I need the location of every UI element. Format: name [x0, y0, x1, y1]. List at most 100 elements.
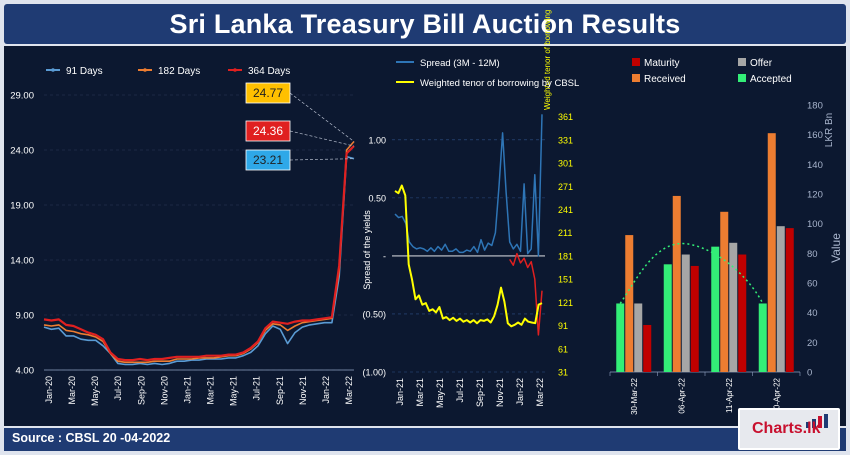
x-tick-label: Jan-21 — [182, 376, 192, 404]
legend-swatch — [632, 58, 640, 66]
x-tick-label: May-20 — [90, 376, 100, 406]
x-tick-label: Jan-21 — [395, 378, 405, 406]
legend-swatch — [632, 74, 640, 82]
legend-marker — [51, 68, 55, 72]
series-line-weighted-tenor-of-borrowing-by-cbsl — [394, 184, 543, 328]
y-tick-label: 120 — [807, 190, 823, 201]
yield-chart: 29.00 24.00 19.00 14.00 9.00 4.00 Jan-20 Mar-20… — [10, 66, 355, 406]
brand-text: Charts.lk — [752, 420, 821, 437]
y-tick-label: 140 — [807, 160, 823, 171]
y-right-tick-label: 181 — [558, 251, 573, 261]
x-category-label: 11-Apr-22 — [725, 377, 734, 413]
bar-received — [625, 235, 634, 372]
callout-box — [245, 120, 291, 142]
y-tick-label: 9.00 — [16, 311, 35, 322]
legend-label: Offer — [750, 58, 773, 69]
series-line-spread-3m-12m- — [394, 114, 543, 257]
x-tick-label: Nov-21 — [298, 376, 308, 405]
bar-offer — [681, 254, 690, 372]
y-tick-label: 0 — [807, 368, 812, 379]
y-left-tick-label: (0.50) — [362, 309, 386, 319]
x-tick-label: Sep-21 — [275, 376, 285, 405]
y-right-tick-label: 331 — [558, 135, 573, 145]
y-right-tick-label: 211 — [558, 228, 572, 238]
callout-box — [245, 82, 291, 104]
legend-label: Received — [644, 74, 686, 85]
bar-maturity — [785, 228, 794, 372]
x-tick-label: May-21 — [435, 378, 445, 408]
x-category-label: 20-Apr-22 — [772, 377, 781, 413]
legend-label-spread: Spread (3M - 12M) — [420, 58, 500, 69]
auction-bar-chart: 180 160 140 120 100 80 60 40 20 0 LKR Bn Value 30-Ma… — [609, 58, 843, 415]
x-tick-label: May-21 — [229, 376, 239, 406]
brand-logo: Charts.lk — [738, 408, 840, 450]
x-tick-label: Jan-22 — [321, 376, 331, 404]
y-right-tick-label: 91 — [558, 321, 568, 331]
y-right-tick-label: 61 — [558, 344, 568, 354]
legend-label: 91 Days — [66, 66, 103, 77]
y-right-axis-label: Weighted tenor of borrowing — [543, 10, 552, 110]
y-tick-label: 40 — [807, 308, 818, 319]
y-tick-label: 14.00 — [10, 256, 34, 267]
y-axis-label-lkr: LKR Bn — [824, 113, 835, 147]
y-right-tick-label: 361 — [558, 112, 573, 122]
x-tick-label: Jul-21 — [455, 378, 465, 403]
y-left-tick-label: 1.00 — [368, 135, 386, 145]
y-tick-label: 100 — [807, 219, 823, 230]
series-line-91-days — [43, 155, 355, 366]
x-tick-label: Sep-21 — [475, 378, 485, 407]
callout-leader — [289, 92, 355, 142]
bar-received — [672, 195, 681, 372]
bar-offer — [776, 226, 785, 372]
x-tick-label: Nov-20 — [159, 376, 169, 405]
x-tick-label: Mar-21 — [206, 376, 216, 405]
series-line-182-days — [43, 140, 355, 364]
y-left-tick-label: (1.00) — [362, 368, 386, 378]
x-tick-label: Jul-21 — [252, 376, 262, 401]
series-line-364-days — [43, 145, 355, 362]
legend-label: Maturity — [644, 58, 680, 69]
legend-swatch — [738, 74, 746, 82]
bar-offer — [729, 242, 738, 372]
y-tick-label: 80 — [807, 249, 818, 260]
x-category-label: 30-Mar-22 — [630, 377, 639, 414]
y-left-tick-label: 0.50 — [368, 193, 386, 203]
y-right-tick-label: 121 — [558, 298, 573, 308]
y-right-tick-label: 301 — [558, 159, 573, 169]
y-right-tick-label: 271 — [558, 182, 573, 192]
source-note: Source : CBSL 20 -04-2022 — [12, 431, 171, 445]
legend-marker — [143, 68, 147, 72]
y-left-tick-label: - — [383, 251, 386, 261]
series-line-negative-spread — [509, 252, 543, 336]
y-tick-label: 4.00 — [16, 366, 35, 377]
callout-label: 24.36 — [253, 124, 283, 138]
x-tick-label: Mar-22 — [535, 378, 545, 407]
y-tick-label: 60 — [807, 279, 818, 290]
x-tick-label: Nov-21 — [495, 378, 505, 407]
bar-received — [767, 133, 776, 372]
y-tick-label: 20 — [807, 338, 818, 349]
y-right-tick-label: 31 — [558, 368, 568, 378]
bar-accepted — [616, 303, 625, 372]
legend-label-tenor: Weighted tenor of borrowing by CBSL — [420, 78, 579, 89]
callout-leader — [289, 130, 355, 147]
bar-maturity — [690, 265, 699, 372]
y-left-axis-label: Spread of the yields — [362, 210, 372, 290]
spread-tenor-chart: 1.00 0.50 - (0.50) (1.00) 361 331 301 271 241 211 1… — [362, 10, 579, 408]
x-tick-label: Jan-22 — [515, 378, 525, 406]
bar-accepted — [663, 264, 672, 372]
bar-offer — [634, 303, 643, 372]
callout-box — [245, 149, 291, 171]
y-tick-label: 24.00 — [10, 146, 34, 157]
legend-swatch — [738, 58, 746, 66]
callout-label: 23.21 — [253, 153, 283, 167]
x-tick-label: Mar-20 — [67, 376, 77, 405]
bar-accepted — [758, 303, 767, 372]
x-tick-label: Jan-20 — [44, 376, 54, 404]
callout-label: 24.77 — [253, 86, 283, 100]
y-tick-label: 160 — [807, 130, 823, 141]
x-tick-label: Jul-20 — [113, 376, 123, 401]
y-tick-label: 180 — [807, 101, 823, 112]
chart-title: Sri Lanka Treasury Bill Auction Results — [169, 8, 681, 39]
